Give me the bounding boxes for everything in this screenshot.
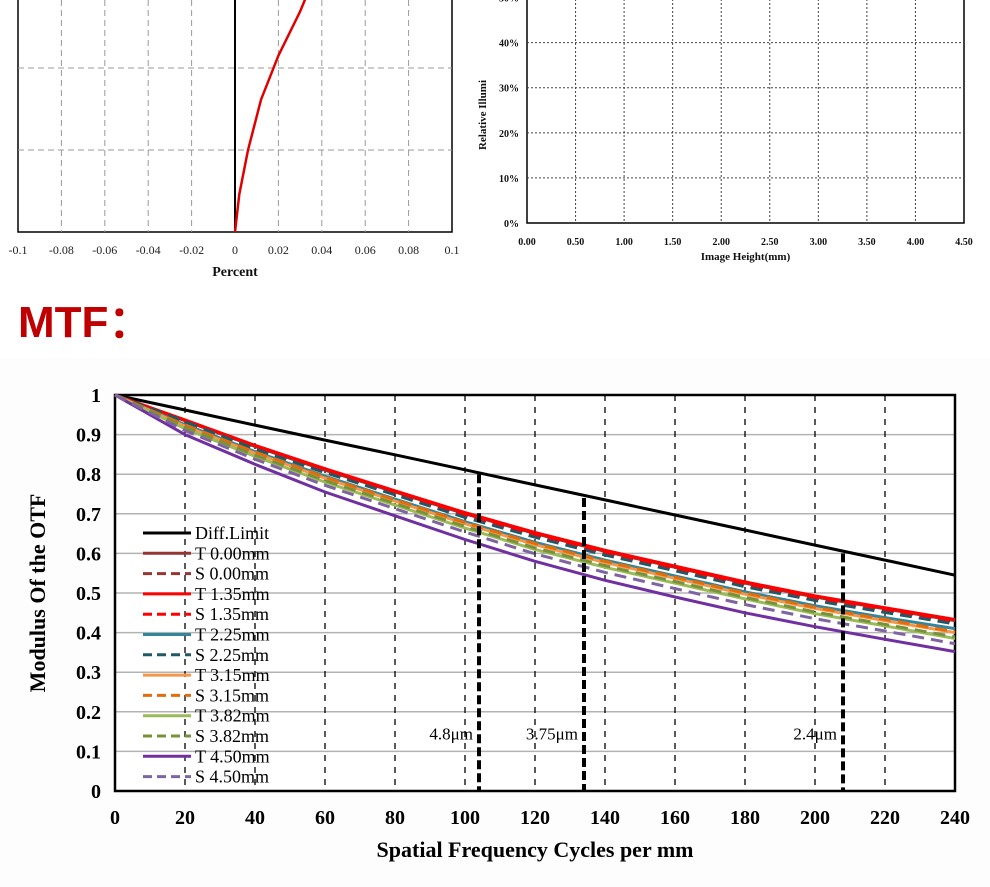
x-axis-label: Percent bbox=[212, 265, 258, 280]
x-tick-label: 4.00 bbox=[907, 237, 925, 248]
y-tick-label: 0.4 bbox=[76, 623, 101, 645]
x-tick-label: -0.04 bbox=[136, 243, 161, 257]
y-axis-label: Relative Illumi bbox=[477, 80, 489, 150]
relative-illumination-chart: 0.00 0.50 1.00 1.50 2.00 2.50 3.00 3.50 4.00 4.50… bbox=[477, 0, 973, 263]
x-tick-label: 120 bbox=[520, 807, 550, 829]
x-tick-label: 4.50 bbox=[955, 237, 973, 248]
x-tick-label: 3.50 bbox=[858, 237, 876, 248]
x-tick-label: 0.08 bbox=[398, 243, 419, 257]
series-line-diff-limit bbox=[114, 393, 956, 577]
y-tick-label: 0.5 bbox=[76, 583, 101, 605]
x-tick-label: -0.1 bbox=[9, 243, 28, 257]
x-tick-label: 1.00 bbox=[615, 237, 633, 248]
x-tick-label: 0.06 bbox=[355, 243, 376, 257]
x-axis-label: Spatial Frequency Cycles per mm bbox=[377, 837, 694, 862]
x-tick-label: 60 bbox=[315, 807, 335, 829]
frequency-marker-label: 3.75μm bbox=[526, 725, 578, 744]
x-tick-label: 0 bbox=[232, 243, 238, 257]
y-tick-label: 0.2 bbox=[76, 702, 101, 724]
legend-label: S 3.15mm bbox=[195, 685, 269, 705]
x-tick-label: 200 bbox=[800, 807, 830, 829]
x-tick-label: 0 bbox=[110, 807, 120, 829]
y-tick-label: 0.3 bbox=[76, 662, 101, 684]
mtf-chart: 0 0.1 0.2 0.3 0.4 0.5 0.6 0.7 0.8 0.9 1 0 20 40 60 80 10… bbox=[0, 358, 990, 887]
x-tick-label: 0.02 bbox=[268, 243, 289, 257]
x-tick-label: 100 bbox=[450, 807, 480, 829]
y-tick-label: 0.7 bbox=[76, 504, 101, 526]
y-tick-label: 1 bbox=[91, 385, 101, 407]
legend-label: T 1.35mm bbox=[195, 584, 270, 604]
legend-label: S 3.82mm bbox=[195, 726, 269, 746]
legend-label: Diff.Limit bbox=[195, 523, 269, 543]
legend-label: T 0.00mm bbox=[195, 543, 270, 563]
y-tick-label: 0 bbox=[91, 781, 101, 803]
x-tick-label: -0.02 bbox=[179, 243, 204, 257]
y-tick-label: 0.8 bbox=[76, 464, 101, 486]
y-tick-label: 20% bbox=[499, 129, 519, 140]
y-tick-label: 0.1 bbox=[76, 741, 101, 763]
plot-frame bbox=[526, 0, 965, 224]
legend-label: T 3.15mm bbox=[195, 665, 270, 685]
x-tick-label: 0.00 bbox=[518, 237, 536, 248]
x-tick-label: 140 bbox=[590, 807, 620, 829]
x-tick-label: 20 bbox=[175, 807, 195, 829]
x-tick-label: 3.00 bbox=[810, 237, 828, 248]
x-tick-label: 0.04 bbox=[311, 243, 332, 257]
y-tick-label: 10% bbox=[499, 174, 519, 185]
x-tick-label: 2.00 bbox=[712, 237, 730, 248]
x-tick-label: 180 bbox=[730, 807, 760, 829]
frequency-marker-label: 2.4μm bbox=[793, 725, 837, 744]
y-tick-label: 0.6 bbox=[76, 543, 101, 565]
x-tick-label: 2.50 bbox=[761, 237, 779, 248]
x-tick-label: 0.1 bbox=[445, 243, 460, 257]
legend-label: T 4.50mm bbox=[195, 746, 270, 766]
y-tick-label: 0% bbox=[504, 219, 519, 230]
series-line-t-4-50mm bbox=[114, 393, 956, 654]
legend-label: S 4.50mm bbox=[195, 767, 269, 787]
y-tick-label: 40% bbox=[499, 39, 519, 50]
x-tick-label: 1.50 bbox=[664, 237, 682, 248]
series-line-t-1-35mm bbox=[114, 393, 956, 621]
mtf-heading: MTF： bbox=[18, 298, 153, 347]
series-line-s-2-25mm bbox=[114, 393, 956, 626]
x-tick-label: -0.08 bbox=[49, 243, 74, 257]
x-tick-label: 160 bbox=[660, 807, 690, 829]
legend-label: S 1.35mm bbox=[195, 604, 269, 624]
x-tick-label: -0.06 bbox=[92, 243, 117, 257]
x-tick-label: 240 bbox=[940, 807, 970, 829]
y-tick-label: 0.9 bbox=[76, 425, 101, 447]
x-axis-label: Image Height(mm) bbox=[701, 251, 791, 263]
x-tick-label: 0.50 bbox=[567, 237, 585, 248]
legend-label: S 2.25mm bbox=[195, 645, 269, 665]
series-line-s-3-15mm bbox=[114, 393, 956, 634]
y-tick-label: 30% bbox=[499, 84, 519, 95]
series-line-s-4-50mm bbox=[114, 393, 956, 646]
legend-label: S 0.00mm bbox=[195, 564, 269, 584]
x-tick-label: 40 bbox=[245, 807, 265, 829]
distortion-chart: -0.1 -0.08 -0.06 -0.04 -0.02 0 0.02 0.04 0.06 0.0… bbox=[9, 0, 460, 280]
legend-label: T 2.25mm bbox=[195, 625, 270, 645]
y-tick-label: 50% bbox=[499, 0, 519, 5]
plot-frame bbox=[113, 393, 957, 793]
legend-label: T 3.82mm bbox=[195, 706, 270, 726]
x-tick-label: 220 bbox=[870, 807, 900, 829]
series-line-s-1-35mm bbox=[114, 393, 956, 623]
frequency-marker-label: 4.8μm bbox=[429, 725, 473, 744]
distortion-curve bbox=[233, 0, 307, 233]
y-axis-label: Modulus Of the OTF bbox=[25, 494, 50, 693]
series-line-s-3-82mm bbox=[114, 393, 956, 639]
x-tick-label: 80 bbox=[385, 807, 405, 829]
